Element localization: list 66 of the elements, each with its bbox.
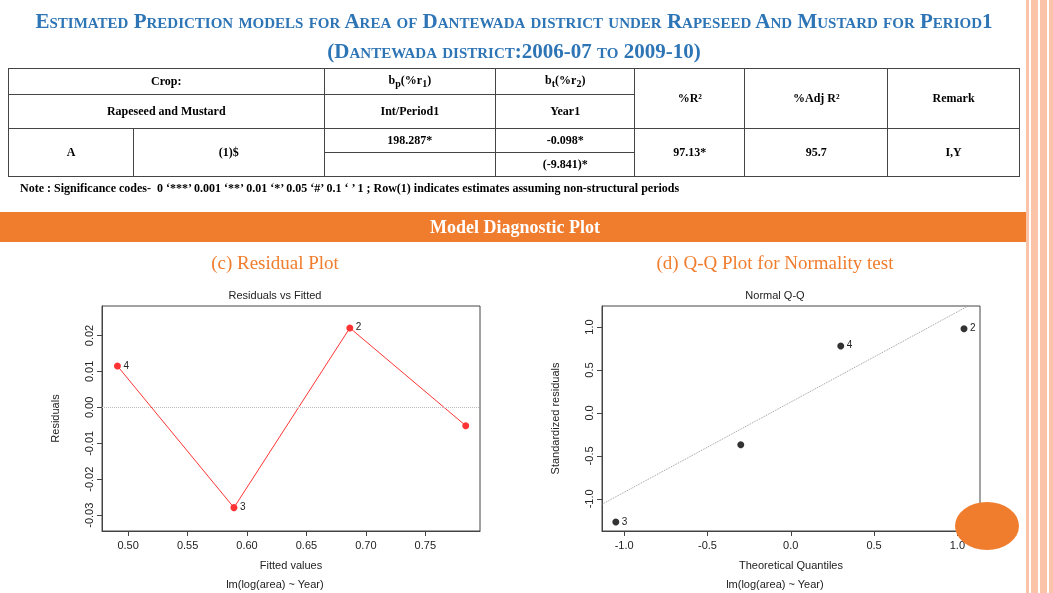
x-tick-label: 0.55 [176,538,199,551]
text: Model Diagnostic Plot [0,212,1030,242]
y-axis-title: Standardized residuals [548,362,561,475]
annotation: 4 [846,339,853,351]
x-axis-title: Fitted values [259,558,323,571]
text: b$_{p}$(%r$_{1}$) [324,68,496,95]
text: lm(log(area) ~ Year) [226,577,324,590]
text: b$_{t}$(%r$_{2}$) [495,68,635,95]
x-tick-label: 0.0 [783,538,799,551]
text: 198.287* [324,128,496,153]
point [737,441,745,449]
y-tick-label: 0.01 [82,360,95,383]
chart-subtitle: Normal Q-Q [745,288,806,301]
y-tick-label: -1.0 [582,489,595,509]
text: lm(log(area) ~ Year) [726,577,824,590]
y-tick-label: 0.02 [82,324,95,347]
text: -0.098* [495,128,635,153]
x-tick-label: 0.60 [236,538,258,551]
text: A [8,128,134,177]
text: Year1 [495,94,635,129]
x-tick-label: 1.0 [949,538,965,551]
point [837,342,845,350]
x-tick-label: -1.0 [614,538,634,551]
x-tick-label: 0.5 [866,538,882,551]
point [113,362,121,370]
text: Note : Significance codes- 0 ‘***’ 0.001 ‘**’ 0.01 ‘*’ 0.05 ‘#’ 0.1 ‘ ’ 1 ; Row(1) indicates estimates assuming non-structural periods [19,180,681,197]
text: Remark [887,68,1020,129]
point [612,518,620,526]
annotation: 4 [123,359,130,371]
text: I,Y [887,128,1020,177]
point [230,504,238,512]
x-tick-label: 0.65 [295,538,318,551]
y-tick-label: 1.0 [582,319,595,335]
text: (-9.841)* [495,152,635,177]
text: %R² [634,68,745,129]
text: %Adj R² [744,68,888,129]
point [462,422,470,430]
y-tick-label: -0.5 [582,446,595,466]
point [960,325,968,333]
text: Estimated Prediction models for Area of Dantewada district under Rapeseed And Mustard for Period1 (Dantewada district:2006-07 to 2009-10) [34,8,994,65]
text: 97.13* [634,128,745,177]
x-tick-label: 0.70 [355,538,377,551]
chart-subtitle: Residuals vs Fitted [228,288,322,301]
y-axis-title: Residuals [48,393,61,443]
x-tick-label: 0.50 [117,538,139,551]
y-tick-label: -0.03 [82,502,95,528]
text: Crop: [8,68,324,95]
x-tick-label: -0.5 [697,538,717,551]
annotation: 2 [970,322,977,334]
chart-title: (c) Residual Plot [210,252,340,275]
y-tick-label: 0.0 [582,405,595,421]
y-tick-label: -0.02 [82,466,95,492]
y-tick-label: -0.01 [82,430,95,456]
y-tick-label: 0.00 [82,396,95,419]
chart-title: (d) Q-Q Plot for Normality test [655,252,895,275]
text: Int/Period1 [324,94,496,129]
text: Rapeseed and Mustard [8,94,324,129]
text: (1)$ [133,128,324,177]
x-tick-label: 0.75 [414,538,437,551]
y-tick-label: 0.5 [582,362,595,378]
annotation: 2 [355,321,362,333]
point [346,324,354,332]
annotation: 3 [239,501,246,513]
annotation: 3 [621,515,628,527]
text: 95.7 [744,128,888,177]
x-axis-title: Theoretical Quantiles [739,558,844,571]
